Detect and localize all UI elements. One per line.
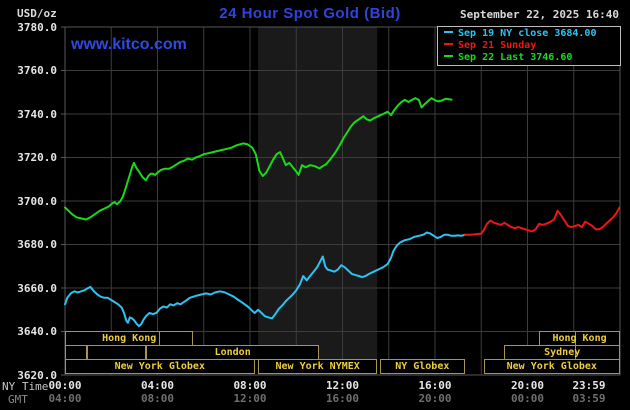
session-box-hong-kong: Hong Kong <box>65 331 194 346</box>
y-axis-label: 3740.0 <box>17 107 57 121</box>
y-axis-label: 3720.0 <box>17 151 57 164</box>
session-box-new-york-nymex: New York NYMEX <box>258 359 378 374</box>
legend-dash-icon <box>444 30 453 33</box>
session-box-london: London <box>145 345 320 360</box>
legend-item: Sep 21 Sunday <box>442 40 620 52</box>
session-label: New York Globex <box>506 361 597 372</box>
session-divider <box>574 346 576 359</box>
price-line-sep-19-ny-close <box>64 231 467 328</box>
x-axis-ny-label: 08:00 <box>233 379 267 392</box>
legend-dash-icon <box>444 54 453 57</box>
session-divider <box>574 332 576 345</box>
x-axis-gmt-label: 08:00 <box>140 392 175 405</box>
legend-dash-icon <box>444 42 453 45</box>
y-axis-units-label: USD/oz <box>17 7 57 20</box>
price-line-sep-22-(today) <box>64 97 453 221</box>
kitco-site-link[interactable]: www.kitco.com <box>71 36 187 53</box>
y-axis-label: 3680.0 <box>17 238 57 251</box>
session-label: New York NYMEX <box>275 361 360 372</box>
session-label: NY Globex <box>395 361 450 372</box>
y-axis-label: 3660.0 <box>17 281 57 295</box>
x-axis-gmt-label: 16:00 <box>325 392 360 405</box>
x-axis-gmt-label: 04:00 <box>48 392 82 405</box>
legend-item: Sep 22 Last 3746.60 <box>442 52 620 64</box>
session-box-hong-kong: Hong Kong <box>539 331 620 346</box>
x-axis-gmt-label: 12:00 <box>233 392 267 405</box>
legend-label: Sep 22 Last 3746.60 <box>458 52 573 63</box>
y-axis-label: 3760.0 <box>17 64 57 77</box>
x-axis-ny-label: 04:00 <box>140 379 175 392</box>
session-label: London <box>214 347 251 358</box>
session-box-new-york-globex: New York Globex <box>483 359 620 374</box>
session-box-sydney: Sydney <box>504 345 620 360</box>
x-axis-ny-label: 12:00 <box>325 379 360 392</box>
y-axis-label: 3780.0 <box>17 20 57 34</box>
x-axis-ny-label: 16:00 <box>418 379 452 392</box>
x-axis-gmt-label: 20:00 <box>418 392 452 405</box>
legend-item: Sep 19 NY close 3684.00 <box>442 28 620 40</box>
session-label: Sydney <box>544 347 581 358</box>
x-axis-ny-label: 23:59 <box>572 379 606 392</box>
y-axis-label: 3640.0 <box>17 325 57 338</box>
legend-label: Sep 21 Sunday <box>458 40 537 51</box>
session-divider <box>158 332 160 345</box>
x-axis-gmt-label: 03:59 <box>572 392 606 405</box>
x-axis-ny-label: 20:00 <box>510 379 545 392</box>
session-label: Hong Kong <box>102 333 157 344</box>
legend-box: Sep 19 NY close 3684.00 Sep 21 Sunday Sep … <box>437 26 621 66</box>
page-title: 24 Hour Spot Gold (Bid) <box>219 5 401 22</box>
y-axis-label: 3620.0 <box>17 368 57 382</box>
session-box-ny-globex: NY Globex <box>379 359 466 374</box>
price-line-sep-21-sunday <box>464 206 621 236</box>
session-label: New York Globex <box>114 361 205 372</box>
x-axis-ny-label: 00:00 <box>48 379 82 392</box>
chart-datetime: September 22, 2025 16:40 <box>460 8 619 21</box>
legend-label: Sep 19 NY close 3684.00 <box>458 28 597 39</box>
session-label: Hong Kong <box>552 333 607 344</box>
ny-time-axis-caption: NY Time <box>2 380 49 393</box>
session-box <box>65 345 87 360</box>
x-axis-gmt-label: 00:00 <box>510 392 545 405</box>
session-box-new-york-globex: New York Globex <box>65 359 255 374</box>
y-axis-label: 3700.0 <box>17 194 57 208</box>
gmt-axis-caption: GMT <box>8 393 28 406</box>
session-box <box>86 345 146 360</box>
